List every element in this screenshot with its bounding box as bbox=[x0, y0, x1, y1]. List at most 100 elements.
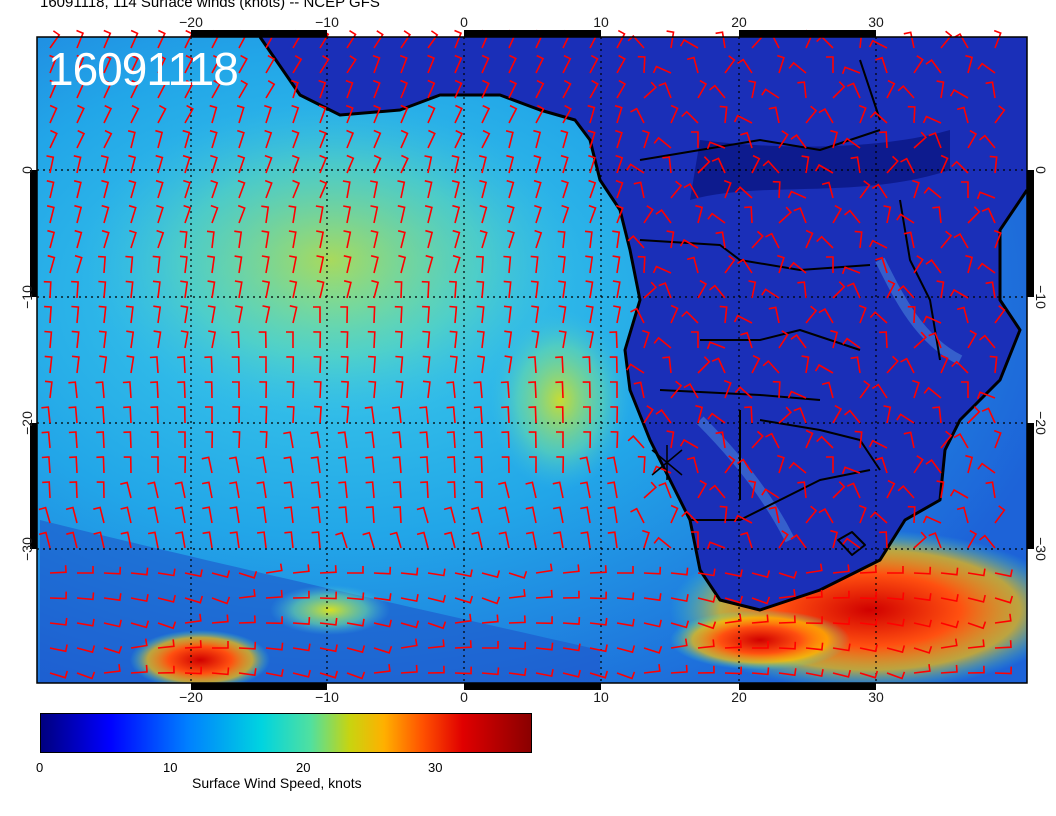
wind-barb bbox=[869, 311, 888, 324]
wind-barb bbox=[879, 531, 888, 549]
wind-barb bbox=[978, 534, 996, 549]
wind-barb bbox=[922, 115, 942, 124]
wind-barb bbox=[400, 620, 420, 629]
wind-barb bbox=[76, 671, 96, 680]
wind-barb bbox=[913, 131, 928, 149]
wind-barb bbox=[370, 205, 379, 224]
wind-barb bbox=[788, 261, 807, 274]
wind-barb bbox=[153, 305, 162, 324]
wind-barb bbox=[761, 488, 780, 499]
wind-barb bbox=[977, 62, 996, 74]
wind-barb bbox=[335, 531, 348, 549]
lon-tick-top: 0 bbox=[460, 14, 468, 30]
wind-barb bbox=[103, 29, 112, 49]
wind-barb bbox=[630, 507, 645, 524]
wind-barb bbox=[762, 359, 780, 374]
wind-barb bbox=[643, 619, 662, 628]
wind-barb bbox=[346, 129, 355, 149]
wind-barb bbox=[530, 280, 539, 299]
wind-barb bbox=[695, 204, 704, 224]
wind-barb bbox=[582, 381, 591, 399]
wind-barb bbox=[616, 54, 626, 74]
wind-barb bbox=[498, 506, 510, 524]
wind-barb bbox=[655, 208, 672, 224]
wind-barb bbox=[231, 331, 240, 349]
wind-barb bbox=[643, 405, 654, 424]
wind-barb bbox=[751, 354, 761, 374]
wind-barb bbox=[936, 280, 945, 299]
wind-barb bbox=[552, 506, 564, 524]
wind-barb bbox=[994, 613, 1012, 624]
wind-barb bbox=[152, 255, 161, 274]
wind-barb bbox=[183, 204, 192, 224]
wind-barb bbox=[338, 481, 348, 499]
wind-barb bbox=[76, 29, 85, 49]
wind-barb bbox=[748, 480, 757, 499]
wind-barb bbox=[801, 355, 810, 374]
wind-barb bbox=[238, 54, 248, 74]
wind-barb bbox=[858, 104, 867, 124]
wind-barb bbox=[751, 230, 764, 249]
wind-barb bbox=[68, 406, 78, 424]
wind-barb bbox=[419, 406, 429, 424]
wind-barb bbox=[454, 54, 463, 74]
wind-barb bbox=[69, 481, 78, 499]
wind-barb bbox=[832, 281, 846, 299]
wind-barb bbox=[734, 386, 753, 399]
wind-barb bbox=[778, 130, 789, 149]
wind-barb bbox=[697, 156, 711, 174]
wind-barb bbox=[818, 508, 834, 524]
wind-barb bbox=[476, 255, 484, 274]
wind-barb bbox=[319, 670, 339, 679]
wind-barb bbox=[237, 154, 246, 174]
wind-barb bbox=[765, 232, 780, 249]
wind-barb bbox=[733, 514, 753, 524]
wind-barb bbox=[949, 288, 969, 299]
wind-barb bbox=[967, 568, 986, 577]
wind-barb bbox=[184, 104, 194, 124]
wind-barb bbox=[913, 646, 933, 654]
wind-speed-field bbox=[37, 37, 1027, 683]
wind-barb bbox=[643, 481, 658, 499]
wind-barb bbox=[951, 360, 969, 374]
wind-barb bbox=[399, 54, 408, 74]
wind-barb bbox=[778, 530, 789, 549]
wind-barb bbox=[66, 531, 78, 549]
wind-barb bbox=[751, 596, 771, 605]
wind-barb bbox=[832, 204, 843, 224]
wind-barb bbox=[528, 406, 537, 424]
wind-barb bbox=[346, 55, 357, 74]
wind-barb bbox=[283, 481, 294, 499]
wind-barb bbox=[343, 230, 352, 249]
wind-barb bbox=[209, 129, 218, 149]
wind-barb bbox=[210, 154, 218, 174]
wind-barb bbox=[913, 531, 928, 549]
wind-barb bbox=[846, 82, 861, 99]
wind-barb bbox=[928, 332, 942, 349]
wind-barb bbox=[291, 104, 300, 124]
wind-barb bbox=[446, 406, 456, 424]
wind-barb bbox=[740, 131, 753, 149]
wind-barb bbox=[400, 30, 412, 49]
wind-barb bbox=[670, 180, 683, 199]
wind-barb bbox=[318, 79, 327, 99]
wind-barb bbox=[508, 668, 527, 677]
wind-barb bbox=[147, 506, 159, 524]
wind-barb bbox=[907, 305, 916, 324]
wind-barb bbox=[400, 104, 409, 124]
wind-barb bbox=[99, 355, 108, 374]
wind-barb bbox=[147, 481, 159, 499]
wind-barb bbox=[977, 262, 996, 274]
wind-barb bbox=[768, 306, 780, 324]
wind-barb bbox=[395, 330, 403, 349]
wind-barbs bbox=[38, 29, 1014, 680]
wind-barb bbox=[207, 305, 216, 324]
wind-barb bbox=[589, 644, 608, 653]
wind-barb bbox=[153, 330, 162, 349]
wind-barb bbox=[751, 570, 771, 579]
wind-barb bbox=[967, 665, 985, 674]
wind-barb bbox=[627, 234, 645, 249]
wind-barb bbox=[393, 506, 402, 524]
wind-barb bbox=[617, 566, 634, 574]
wind-barb bbox=[265, 80, 276, 99]
